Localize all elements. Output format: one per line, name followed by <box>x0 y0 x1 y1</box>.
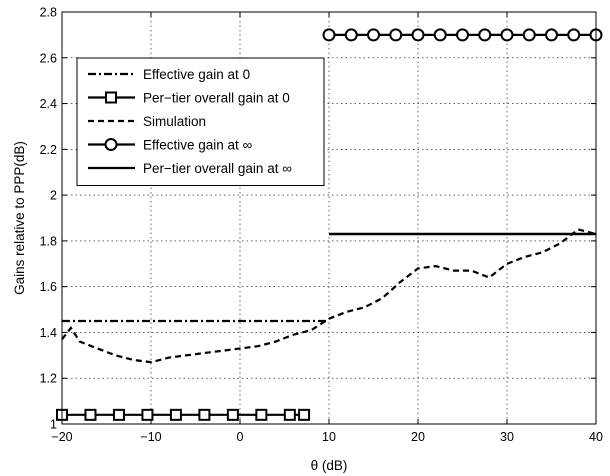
circle-marker <box>389 28 403 42</box>
legend-label: Effective gain at ∞ <box>143 138 253 153</box>
legend-circle-marker <box>104 138 118 151</box>
circle-marker <box>367 28 380 42</box>
series-2 <box>61 228 597 364</box>
legend: Effective gain at 0 Per−tier overall gain… <box>76 57 325 186</box>
legend-label: Per−tier overall gain at 0 <box>143 91 290 106</box>
circle-marker <box>478 28 492 42</box>
circle-marker <box>522 28 536 42</box>
y-tick-label: 1.2 <box>40 372 57 386</box>
square-marker <box>298 408 311 421</box>
square-marker <box>141 408 154 421</box>
x-tick-label: 30 <box>500 430 514 444</box>
x-axis-label: θ (dB) <box>311 458 348 473</box>
y-tick-label: 2.6 <box>40 51 57 65</box>
y-axis-label: Gains relative to PPP(dB) <box>12 141 27 295</box>
x-tick-label: −20 <box>51 430 72 444</box>
legend-entry: Effective gain at ∞ <box>88 138 253 153</box>
circle-marker <box>433 28 447 42</box>
square-marker <box>226 408 239 421</box>
square-marker <box>198 408 211 421</box>
y-tick-label: 2.8 <box>40 6 57 20</box>
legend-entry: Per−tier overall gain at ∞ <box>88 161 292 176</box>
square-marker <box>112 408 125 421</box>
series-1 <box>56 408 311 421</box>
x-tick-label: 10 <box>322 430 336 444</box>
circle-marker <box>344 28 358 42</box>
square-marker <box>255 408 268 421</box>
circle-marker <box>322 28 336 42</box>
y-tick-label: 1.4 <box>40 326 57 340</box>
circle-marker <box>567 28 581 42</box>
legend-entry: Per−tier overall gain at 0 <box>88 91 290 106</box>
legend-entry: Effective gain at 0 <box>88 67 250 82</box>
square-marker <box>283 408 296 421</box>
y-tick-label: 2.4 <box>40 97 57 111</box>
x-tick-label: −10 <box>140 430 161 444</box>
legend-label: Per−tier overall gain at ∞ <box>143 161 292 176</box>
y-tick-label: 1 <box>50 418 57 432</box>
square-marker <box>84 408 97 421</box>
series-line <box>61 228 597 364</box>
series-3 <box>322 28 603 42</box>
legend-label: Effective gain at 0 <box>143 67 250 82</box>
legend-label: Simulation <box>143 114 206 129</box>
circle-marker <box>545 28 558 42</box>
circle-marker <box>456 28 469 42</box>
axis-ticks: −20 −10 0 10 20 30 40 1 1.2 1.4 1.6 1.8 2 2.2 2.4 2.6 2.… <box>40 6 603 445</box>
y-tick-label: 1.6 <box>40 280 57 294</box>
square-marker <box>169 408 182 421</box>
y-tick-label: 2 <box>50 189 57 203</box>
plot-series <box>56 28 603 421</box>
y-tick-label: 1.8 <box>40 234 57 248</box>
legend-square-marker <box>105 91 117 104</box>
y-tick-label: 2.2 <box>40 143 57 157</box>
circle-marker <box>500 28 514 42</box>
x-tick-label: 40 <box>589 430 603 444</box>
legend-entry: Simulation <box>88 114 206 129</box>
circle-marker <box>411 28 425 42</box>
x-tick-label: 0 <box>237 430 244 444</box>
x-tick-label: 20 <box>411 430 425 444</box>
